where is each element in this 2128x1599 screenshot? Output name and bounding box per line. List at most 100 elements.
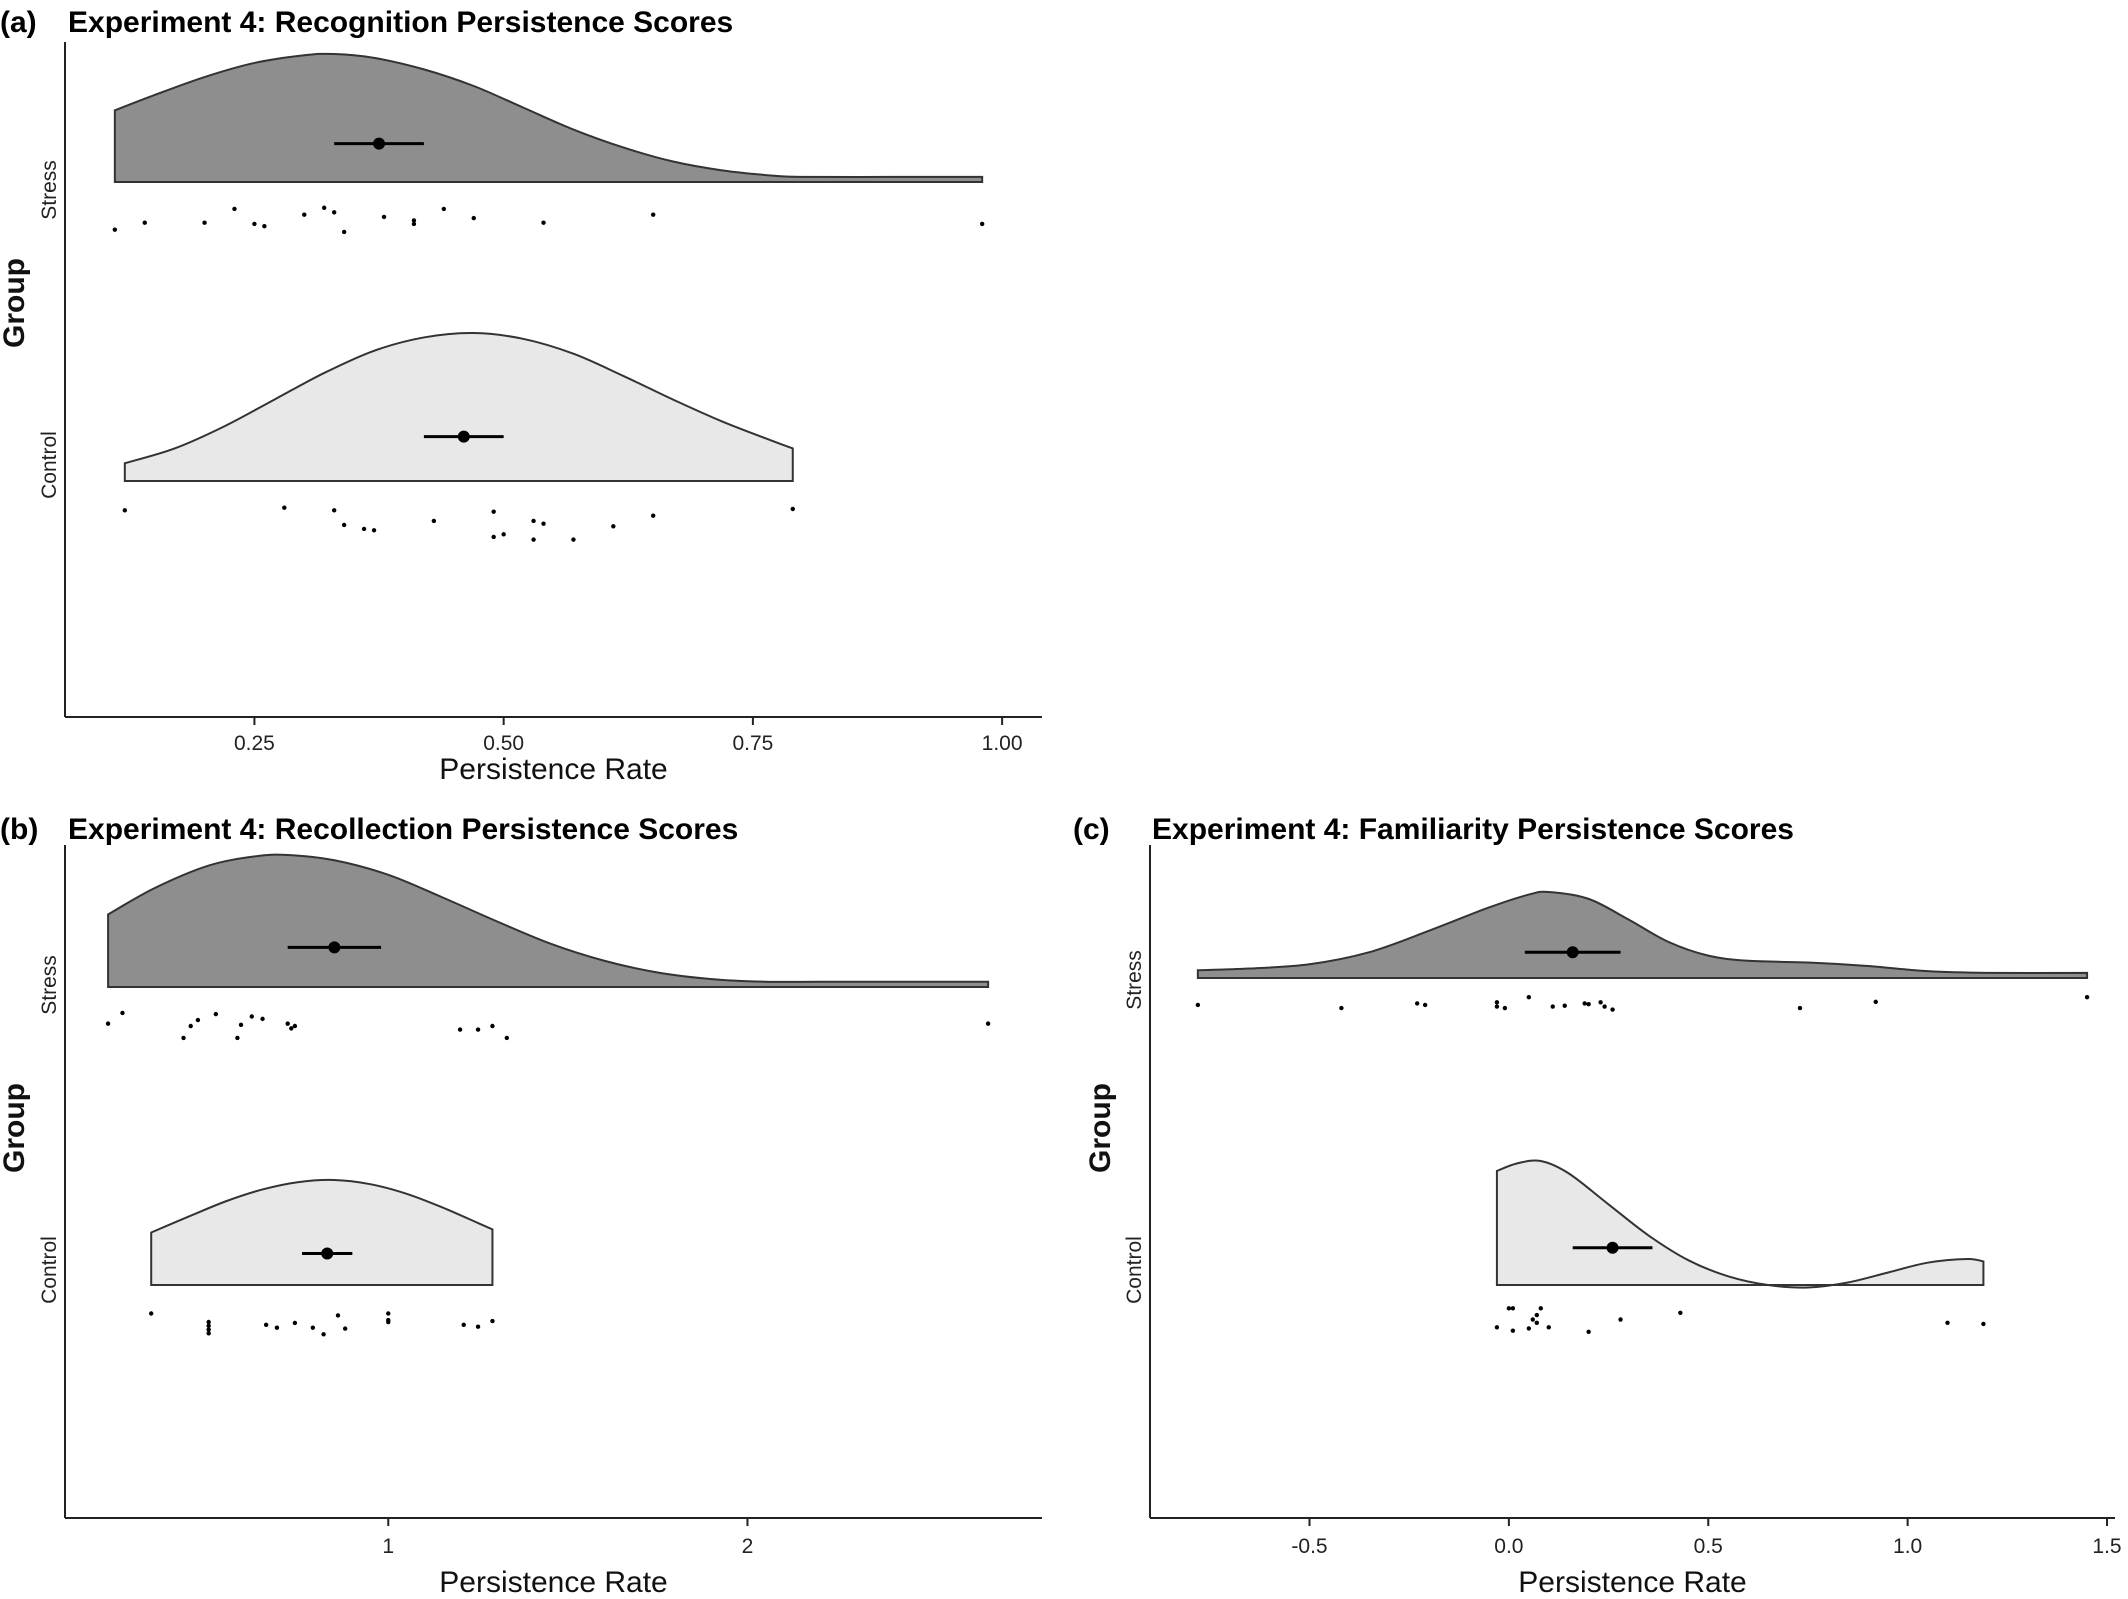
data-point: [1339, 1005, 1344, 1011]
data-point: [1562, 1003, 1567, 1008]
data-point: [531, 518, 536, 524]
data-point: [1534, 1320, 1539, 1326]
density-stress: [113, 52, 984, 183]
data-point: [1530, 1317, 1536, 1322]
data-point: [112, 227, 118, 232]
panel-label: (a): [0, 6, 37, 39]
data-point: [232, 206, 237, 212]
data-point: [322, 205, 327, 210]
group-label: Control: [1123, 1236, 1146, 1304]
data-point: [411, 218, 417, 223]
data-point: [491, 534, 496, 540]
data-point: [282, 505, 287, 510]
data-point: [342, 1326, 348, 1331]
data-point: [292, 1023, 298, 1029]
x-tick-label: 1.5: [2092, 1535, 2121, 1558]
data-point: [235, 1035, 240, 1041]
mean-point: [1606, 1241, 1619, 1254]
data-point: [310, 1325, 316, 1330]
data-point: [213, 1011, 219, 1017]
group-stress: Stress: [38, 52, 985, 235]
group-label: Stress: [38, 955, 61, 1015]
density-control: [150, 1178, 494, 1286]
data-point: [1534, 1312, 1539, 1318]
data-point: [475, 1324, 481, 1329]
data-point: [206, 1319, 211, 1325]
mean-point: [373, 137, 386, 150]
data-point: [650, 513, 656, 518]
data-point: [260, 1016, 265, 1022]
data-point: [195, 1017, 201, 1023]
data-point: [1610, 1007, 1615, 1012]
x-axis-title: Persistence Rate: [1518, 1566, 1746, 1599]
data-point: [263, 1322, 269, 1328]
x-tick-label: 0.0: [1494, 1535, 1523, 1558]
x-tick-label: 1.0: [1893, 1535, 1922, 1558]
group-control: Control: [38, 331, 795, 542]
data-point: [1598, 1000, 1603, 1005]
data-point: [2084, 995, 2090, 1000]
density-stress: [1196, 890, 2089, 979]
mean-point: [328, 941, 341, 954]
data-point: [461, 1322, 466, 1328]
data-point: [501, 532, 506, 537]
x-axis-title: Persistence Rate: [439, 1566, 667, 1599]
data-point: [206, 1331, 211, 1336]
data-point: [1526, 995, 1532, 1000]
chart-title: Experiment 4: Familiarity Persistence Sc…: [1152, 813, 1794, 846]
data-point: [471, 215, 476, 221]
density-control: [1495, 1159, 1985, 1289]
x-tick-label: 1.00: [982, 732, 1023, 755]
data-point: [504, 1035, 510, 1041]
data-point: [1586, 1001, 1591, 1007]
y-axis-title: Group: [0, 258, 31, 348]
group-stress: Stress: [38, 853, 991, 1041]
panel-c: (c) Experiment 4: Familiarity Persistence…: [1073, 813, 2122, 1599]
data-point: [238, 1022, 244, 1028]
data-point: [1678, 1310, 1683, 1316]
data-point: [491, 509, 496, 514]
data-point: [1502, 1005, 1508, 1011]
mean-point: [321, 1247, 334, 1260]
data-point: [1422, 1002, 1428, 1008]
data-point: [274, 1325, 280, 1330]
chart-title: Experiment 4: Recollection Persistence S…: [68, 813, 738, 846]
x-tick-label: 1: [382, 1535, 394, 1558]
data-point: [105, 1021, 111, 1026]
data-point: [381, 214, 387, 220]
y-axis-title: Group: [1084, 1083, 1117, 1173]
data-point: [386, 1311, 391, 1316]
density-control: [123, 331, 794, 482]
mean-point: [457, 430, 470, 443]
x-tick-label: -0.5: [1291, 1535, 1327, 1558]
data-point: [431, 518, 437, 524]
data-point: [1873, 999, 1878, 1005]
data-point: [457, 1027, 463, 1032]
data-point: [331, 508, 337, 513]
data-point: [341, 229, 347, 235]
x-tick-label: 2: [742, 1535, 754, 1558]
group-label: Control: [38, 1236, 61, 1304]
data-point: [979, 221, 985, 227]
data-point: [249, 1014, 254, 1019]
data-point: [531, 537, 536, 542]
data-point: [206, 1327, 211, 1332]
data-point: [1586, 1329, 1591, 1334]
data-point: [1981, 1321, 1986, 1327]
data-point: [650, 212, 656, 217]
data-point: [202, 220, 207, 225]
data-point: [611, 524, 616, 529]
data-point: [1494, 1325, 1500, 1330]
data-point: [490, 1318, 495, 1324]
data-point: [122, 508, 128, 513]
mean-point: [1566, 946, 1579, 959]
data-point: [541, 220, 546, 225]
data-point: [142, 220, 147, 225]
data-point: [206, 1323, 211, 1328]
x-tick-label: 0.50: [483, 732, 524, 755]
data-point: [1510, 1306, 1516, 1311]
data-point: [1195, 1002, 1201, 1008]
group-control: Control: [1123, 1159, 1986, 1334]
data-point: [371, 528, 377, 533]
